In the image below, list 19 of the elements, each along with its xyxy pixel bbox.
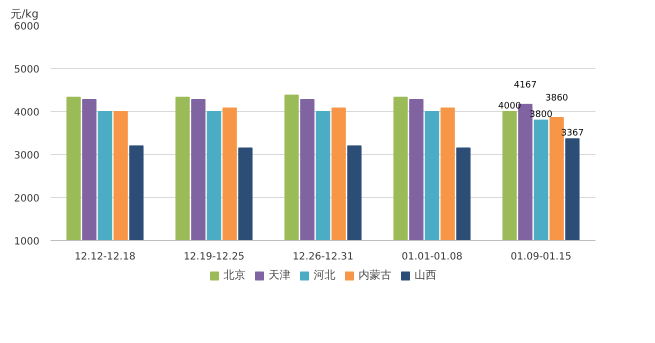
data-label: 3860 bbox=[545, 94, 568, 104]
y-tick-label: 3000 bbox=[14, 150, 40, 162]
x-tick-label: 12.19-12.25 bbox=[184, 252, 244, 262]
y-tick-label: 1000 bbox=[14, 236, 40, 248]
data-label: 4167 bbox=[514, 80, 537, 90]
x-tick-label: 12.26-12.31 bbox=[292, 252, 354, 262]
y-tick-label: 4000 bbox=[14, 108, 40, 118]
y-axis-title: 元/kg bbox=[10, 8, 39, 20]
legend-label: 河北 bbox=[314, 268, 336, 282]
y-tick-label: 5000 bbox=[14, 64, 40, 76]
legend-label: 北京 bbox=[224, 268, 246, 282]
x-tick-label: 01.01-01.08 bbox=[402, 252, 462, 262]
legend-label: 山西 bbox=[414, 268, 436, 282]
y-tick-label: 6000 bbox=[14, 22, 40, 32]
y-tick-label: 2000 bbox=[14, 194, 40, 204]
legend-label: 内蒙古 bbox=[358, 268, 392, 282]
legend-label: 天津 bbox=[268, 268, 290, 282]
x-tick-label: 01.09-01.15 bbox=[510, 252, 572, 262]
x-tick-label: 12.12-12.18 bbox=[74, 252, 136, 262]
